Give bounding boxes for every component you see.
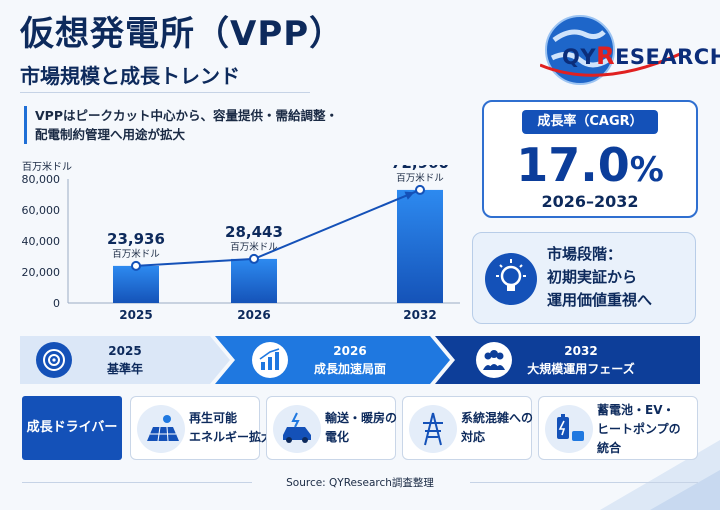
bar-2026: [231, 258, 277, 303]
cagr-period: 2026–2032: [541, 192, 639, 211]
driver-storage-integration: 蓄電池・EV・ ヒートポンプの 統合: [538, 396, 698, 460]
phase-timeline: 2025 基準年 2026 成長加速局面 2032 大規模運用フェーズ: [20, 336, 700, 384]
target-icon: [36, 342, 72, 378]
lightbulb-icon: [485, 253, 537, 305]
people-icon: [476, 342, 512, 378]
bar-2025: [113, 265, 159, 303]
x-tick-label: 2026: [237, 308, 270, 322]
page-title: 仮想発電所（VPP）: [20, 14, 345, 54]
market-stage-card: 市場段階： 初期実証から 運用価値重視へ: [472, 232, 696, 324]
driver-electrification: 輸送・暖房の 電化: [266, 396, 397, 460]
y-axis-unit-label: 百万米ドル: [22, 162, 72, 173]
cagr-value: 17.0%: [516, 138, 664, 192]
growth-chart-icon: [252, 342, 288, 378]
page-subtitle: 市場規模と成長トレンド: [20, 64, 240, 88]
ev-car-icon: [273, 405, 321, 453]
cagr-label: 成長率（CAGR）: [522, 110, 658, 134]
source-divider-left: [22, 482, 252, 483]
source-note: Source: QYResearch調査整理: [286, 477, 434, 489]
data-point: [249, 253, 259, 264]
qyresearch-globe-icon: [540, 15, 681, 85]
bar-2032: [397, 189, 443, 303]
cagr-card: 成長率（CAGR） 17.0% 2026–2032: [482, 100, 698, 218]
data-label: 28,443: [225, 223, 283, 241]
x-tick-label: 2032: [403, 308, 436, 322]
phase-2025: 2025 基準年: [106, 344, 143, 376]
solar-panel-icon: [137, 405, 185, 453]
data-label-unit: 百万米ドル: [230, 241, 278, 253]
data-point: [415, 184, 425, 195]
market-size-bar-chart: 0 20,000 40,000 60,000 80,000 2025 2026 2032 23,…: [22, 165, 460, 322]
x-tick-label: 2025: [119, 308, 152, 322]
data-label: 23,936: [107, 230, 165, 248]
battery-icon: [545, 405, 593, 453]
driver-grid-congestion: 系統混雑への 対応: [402, 396, 533, 460]
data-label-unit: 百万米ドル: [396, 172, 444, 184]
data-label: 72,960: [391, 165, 449, 172]
market-stage-text: 市場段階： 初期実証から 運用価値重視へ: [547, 245, 653, 309]
power-tower-icon: [409, 405, 457, 453]
trend-arrowhead: [404, 191, 415, 200]
source-divider-right: [470, 482, 698, 483]
description-text: VPPはピークカット中心から、容量提供・需給調整・配電制約管理へ用途が拡大: [24, 106, 344, 144]
logo-text: QYRESEARCH: [562, 42, 720, 70]
y-tick-label: 60,000: [22, 204, 61, 217]
data-point: [131, 260, 141, 271]
driver-renewable: 再生可能 エネルギー拡大: [130, 396, 273, 460]
growth-drivers-label: 成長ドライバー: [22, 396, 122, 460]
y-tick-label: 20,000: [22, 266, 61, 279]
phase-2032: 2032 大規模運用フェーズ: [527, 344, 635, 376]
title-divider: [20, 92, 310, 93]
y-tick-label: 80,000: [22, 173, 61, 186]
y-tick-label: 40,000: [22, 235, 61, 248]
data-label-unit: 百万米ドル: [112, 248, 160, 260]
phase-2026: 2026 成長加速局面: [313, 344, 386, 376]
y-tick-label: 0: [53, 297, 60, 310]
